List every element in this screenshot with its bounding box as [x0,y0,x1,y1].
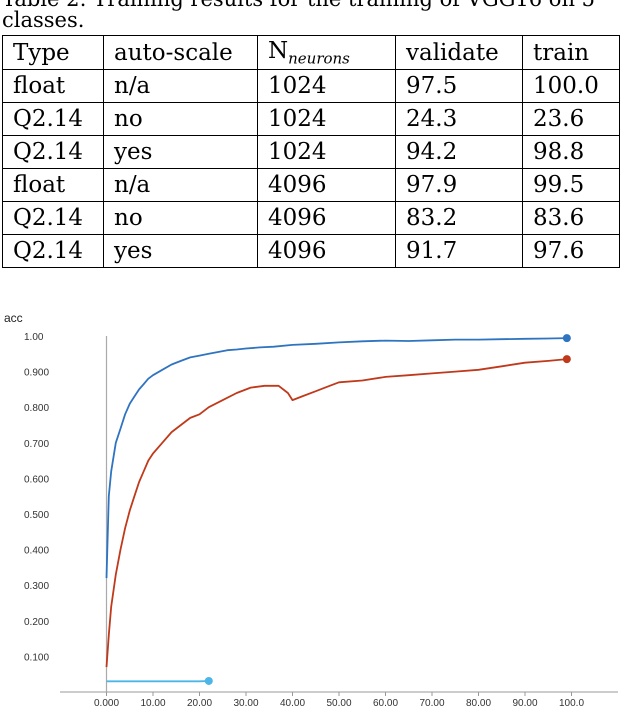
y-tick-label: 0.300 [24,581,49,592]
cell-type: Q2.14 [3,235,104,268]
cell-neurons: 1024 [258,103,396,136]
table-row: Q2.14 yes 1024 94.2 98.8 [3,136,620,169]
x-tick-label: 100.0 [559,698,584,708]
cell-train: 83.6 [523,202,620,235]
x-tick-label: 70.00 [419,698,444,708]
x-tick-label: 40.00 [280,698,305,708]
cell-type: float [3,70,104,103]
accuracy-chart-svg: acc 0.1000.2000.3000.4000.5000.6000.7000… [0,306,622,708]
series-end-marker-3 [205,677,213,685]
table-row: float n/a 1024 97.5 100.0 [3,70,620,103]
cell-validate: 97.9 [396,169,523,202]
x-tick-label: 0.000 [94,698,119,708]
y-tick-label: 0.700 [24,439,49,450]
x-tick-label: 50.00 [326,698,351,708]
y-tick-label: 0.500 [24,510,49,521]
cell-type: Q2.14 [3,103,104,136]
header-type: Type [3,36,104,70]
y-tick-label: 0.100 [24,652,49,663]
y-tick-label: 0.900 [24,368,49,379]
cell-neurons: 4096 [258,202,396,235]
table-row: float n/a 4096 97.9 99.5 [3,169,620,202]
cell-type: Q2.14 [3,136,104,169]
cell-type: Q2.14 [3,202,104,235]
cell-train: 97.6 [523,235,620,268]
y-tick-label: 0.400 [24,546,49,557]
cell-validate: 91.7 [396,235,523,268]
header-n-neurons: Nneurons [258,36,396,70]
x-tick-label: 80.00 [466,698,491,708]
cell-validate: 97.5 [396,70,523,103]
x-tick-label: 20.00 [187,698,212,708]
cell-auto-scale: n/a [104,169,258,202]
table-caption: Table 2: Training results for the traini… [2,0,620,31]
table-row: Q2.14 yes 4096 91.7 97.6 [3,235,620,268]
header-validate: validate [396,36,523,70]
chart-title: acc [4,311,23,325]
chart-axes [60,336,618,692]
cell-validate: 83.2 [396,202,523,235]
series-line-2 [107,359,567,667]
x-tick-label: 10.00 [140,698,165,708]
header-auto-scale: auto-scale [104,36,258,70]
cell-auto-scale: no [104,103,258,136]
x-tick-label: 30.00 [233,698,258,708]
series-end-marker-2 [563,355,571,363]
y-tick-label: 1.00 [24,332,44,343]
cell-neurons: 1024 [258,70,396,103]
header-n-symbol: N [268,38,288,64]
cell-auto-scale: yes [104,235,258,268]
results-table: Type auto-scale Nneurons validate train … [2,35,620,268]
cell-neurons: 4096 [258,235,396,268]
cell-type: float [3,169,104,202]
series-line-1 [107,338,567,578]
cell-neurons: 1024 [258,136,396,169]
x-tick-label: 60.00 [373,698,398,708]
x-tick-label: 90.00 [512,698,537,708]
cell-auto-scale: no [104,202,258,235]
cell-auto-scale: yes [104,136,258,169]
header-neurons-subscript: neurons [288,49,350,67]
cell-validate: 94.2 [396,136,523,169]
cell-train: 98.8 [523,136,620,169]
table-row: Q2.14 no 1024 24.3 23.6 [3,103,620,136]
y-tick-label: 0.200 [24,617,49,628]
cell-train: 99.5 [523,169,620,202]
cell-train: 23.6 [523,103,620,136]
series-end-marker-1 [563,334,571,342]
y-tick-labels: 0.100 0.200 0.300 0.400 0.500 0.600 0.700 0.800… [24,332,49,663]
cell-train: 100.0 [523,70,620,103]
table-row: Q2.14 no 4096 83.2 83.6 [3,202,620,235]
header-train: train [523,36,620,70]
cell-auto-scale: n/a [104,70,258,103]
cell-validate: 24.3 [396,103,523,136]
cell-neurons: 4096 [258,169,396,202]
x-tick-labels: 0.000 10.00 20.00 30.00 40.00 50.00 60.00 70.00… [94,692,584,708]
chart-series [107,334,571,685]
table-header-row: Type auto-scale Nneurons validate train [3,36,620,70]
y-tick-label: 0.600 [24,474,49,485]
y-tick-label: 0.800 [24,403,49,414]
